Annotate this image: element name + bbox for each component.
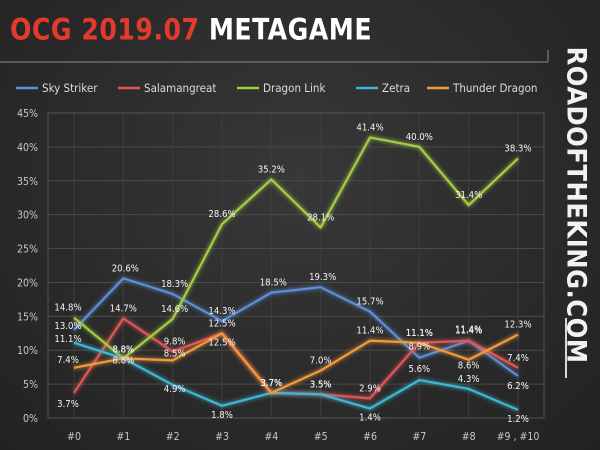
data-label: 14.6%: [161, 304, 188, 315]
data-label: 15.7%: [356, 297, 383, 308]
data-label: 11.4%: [455, 325, 482, 336]
x-tick-label: #7: [412, 431, 426, 443]
axes: 0% 5% 10% 15% 20% 25% 30% 35% 40% 45% #0 #1 #2 #3 #4 #5…: [17, 108, 545, 443]
data-label: 8.6%: [458, 361, 480, 372]
data-label: 3.5%: [310, 379, 332, 390]
data-label: 12.5%: [208, 337, 235, 348]
data-label: 11.1%: [406, 328, 433, 339]
legend-label: Salamangreat: [144, 81, 216, 95]
x-tick-label: #3: [215, 431, 229, 443]
legend-label: Thunder Dragon: [452, 81, 537, 95]
data-label: 1.2%: [507, 414, 529, 425]
x-tick-label: #9 , #10: [497, 431, 540, 443]
x-tick-label: #6: [363, 431, 377, 443]
data-labels: 13.0% 20.6% 18.3% 14.3% 18.5% 19.3% 15.7% 8.9% 1…: [54, 122, 531, 424]
data-label: 19.3%: [309, 272, 336, 283]
data-label: 3.7%: [260, 378, 282, 389]
y-tick-label: 45%: [17, 108, 38, 120]
title-main: METAGAME: [208, 12, 373, 47]
series-group: [73, 136, 519, 411]
data-label: 8.8%: [112, 344, 134, 355]
data-label: 7.4%: [57, 355, 79, 366]
y-tick-label: 30%: [17, 210, 38, 222]
data-label: 9.8%: [164, 337, 186, 348]
data-label: 5.6%: [408, 364, 430, 375]
data-label: 14.7%: [110, 303, 137, 314]
title-accent: OCG 2019.07: [10, 12, 200, 47]
legend: Sky Striker Salamangreat Dragon Link Zetra T…: [16, 81, 537, 95]
data-label: 41.4%: [356, 122, 383, 133]
data-label: 28.1%: [307, 213, 334, 224]
legend-label: Dragon Link: [263, 81, 326, 95]
data-label: 1.4%: [359, 413, 381, 424]
data-label: 18.3%: [161, 279, 188, 290]
data-label: 35.2%: [258, 164, 285, 175]
data-label: 18.5%: [260, 278, 287, 289]
series-line-dragon-link: [73, 136, 519, 360]
series-line-zetra: [73, 341, 519, 411]
data-label: 3.7%: [260, 378, 282, 389]
data-label: 7.0%: [310, 356, 332, 367]
data-label: 28.6%: [208, 209, 235, 220]
data-label: 3.7%: [260, 378, 282, 389]
x-tick-label: #1: [116, 431, 130, 443]
y-tick-label: 25%: [17, 244, 38, 256]
data-label: 20.6%: [112, 263, 139, 274]
data-label: 4.9%: [164, 384, 186, 395]
y-tick-label: 10%: [17, 345, 38, 357]
data-label: 14.3%: [208, 306, 235, 317]
x-tick-label: #5: [314, 431, 328, 443]
data-label: 8.9%: [408, 342, 430, 353]
series-line-thunder-dragon: [73, 332, 519, 395]
page-title: OCG 2019.07 METAGAME: [10, 12, 372, 47]
data-label: 11.1%: [54, 334, 81, 345]
y-tick-label: 35%: [17, 176, 38, 188]
data-label: 40.0%: [406, 132, 433, 143]
x-tick-label: #8: [462, 431, 476, 443]
data-label: 8.5%: [164, 348, 186, 359]
y-tick-label: 15%: [17, 311, 38, 323]
data-label: 31.4%: [455, 190, 482, 201]
data-label: 11.4%: [455, 326, 482, 337]
y-tick-label: 40%: [17, 142, 38, 154]
legend-label: Zetra: [382, 81, 410, 95]
data-label: 38.3%: [504, 143, 531, 154]
data-label: 1.8%: [211, 410, 233, 421]
data-label: 3.5%: [310, 379, 332, 390]
series-line-sky-striker: [73, 277, 519, 377]
legend-label: Sky Striker: [42, 81, 98, 95]
data-label: 4.3%: [458, 374, 480, 385]
x-tick-label: #4: [264, 431, 278, 443]
data-label: 12.3%: [504, 320, 531, 331]
decoration: [0, 50, 567, 378]
data-label: 8.8%: [112, 344, 134, 355]
data-label: 2.9%: [359, 383, 381, 394]
data-label: 11.4%: [356, 326, 383, 337]
data-label: 13.0%: [54, 321, 81, 332]
x-tick-label: #0: [67, 431, 81, 443]
plot-area: [47, 112, 545, 419]
x-tick-label: #2: [166, 431, 180, 443]
data-label: 8.8%: [112, 355, 134, 366]
y-tick-label: 20%: [17, 277, 38, 289]
data-label: 11.1%: [406, 328, 433, 339]
data-label: 7.4%: [507, 353, 529, 364]
data-label: 6.2%: [507, 381, 529, 392]
data-label: 3.7%: [57, 399, 79, 410]
y-tick-label: 0%: [23, 413, 38, 425]
y-tick-label: 5%: [23, 379, 38, 391]
data-label: 12.5%: [208, 318, 235, 329]
data-label: 14.8%: [54, 303, 81, 314]
